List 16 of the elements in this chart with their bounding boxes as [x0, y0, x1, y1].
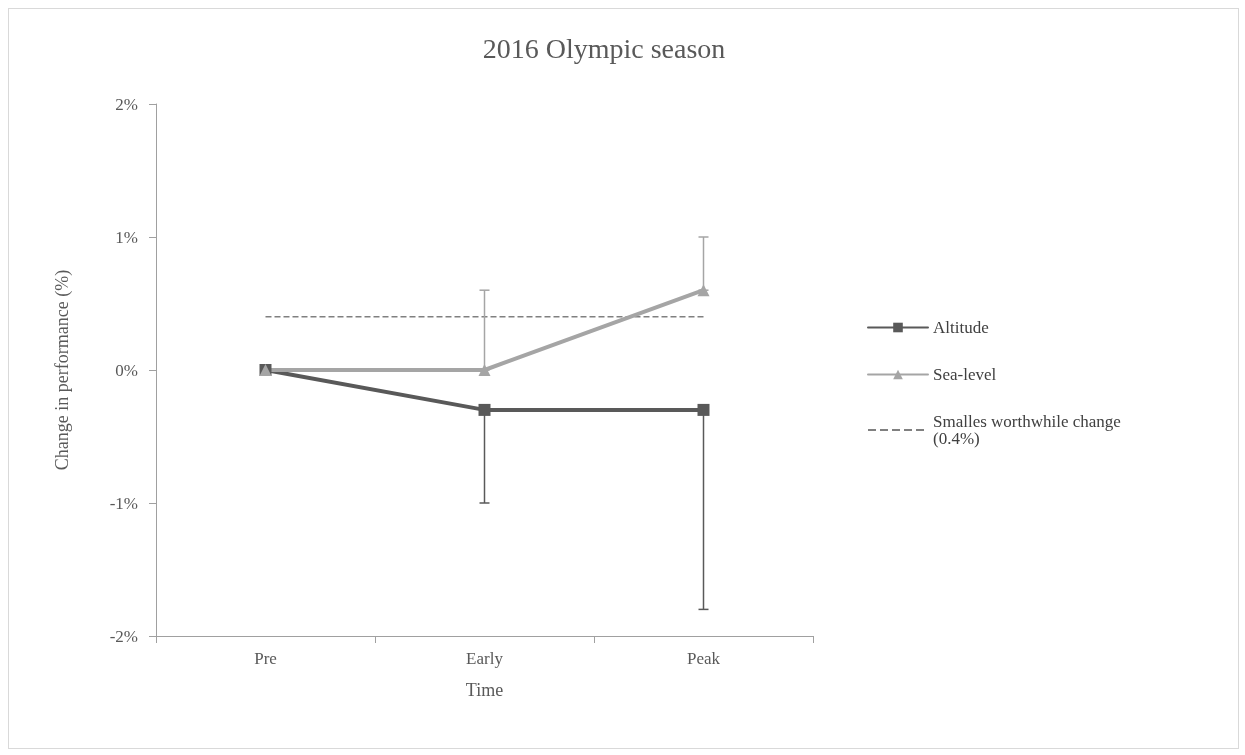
y-tick-label: 1%: [115, 227, 138, 247]
legend-label: Sea-level: [933, 365, 997, 384]
y-tick-label: -1%: [109, 493, 138, 513]
y-axis-title: Change in performance (%): [52, 269, 73, 471]
legend-label: Altitude: [933, 318, 989, 337]
x-tick-label: Early: [466, 649, 504, 668]
y-tick-label: 0%: [115, 360, 138, 380]
x-axis-title: Time: [465, 680, 504, 700]
point: [697, 403, 710, 416]
x-tick-label: Peak: [686, 649, 721, 668]
legend-label: Smalles worthwhile change (0.4%): [933, 412, 1126, 448]
x-tick-label: Pre: [254, 649, 277, 668]
point: [478, 403, 491, 416]
y-tick-label: 2%: [115, 94, 138, 114]
chart-title: 2016 Olympic season: [482, 32, 726, 64]
y-tick-label: -2%: [109, 626, 138, 646]
